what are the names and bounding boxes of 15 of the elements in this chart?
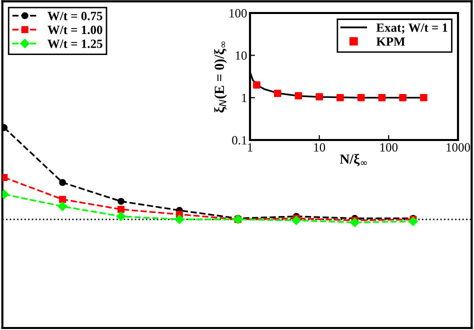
y-tick-label: 10 bbox=[236, 51, 247, 60]
x-tick-label: 1000 bbox=[446, 143, 470, 152]
y-axis-title: ξ$_{N}$(E = 0)/ξ$_{∞}$ bbox=[214, 41, 227, 113]
x-axis-title: N/ξ$_{∞}$ bbox=[340, 154, 367, 166]
y-tick-label: 1 bbox=[242, 94, 246, 102]
legend-label: W/t = 0.75 bbox=[48, 12, 102, 20]
legend-label: KPM bbox=[376, 37, 405, 46]
y-tick-label: 100 bbox=[230, 9, 247, 18]
legend-label: W/t = 1.00 bbox=[48, 26, 102, 34]
legend-label: W/t = 1.25 bbox=[48, 40, 102, 48]
legend-label: Exat; W/t = 1 bbox=[376, 24, 448, 34]
x-tick-label: 1 bbox=[248, 143, 252, 152]
x-tick-label: 100 bbox=[380, 143, 398, 152]
y-tick-label: 0.1 bbox=[232, 136, 246, 145]
x-tick-label: 10 bbox=[314, 143, 326, 152]
